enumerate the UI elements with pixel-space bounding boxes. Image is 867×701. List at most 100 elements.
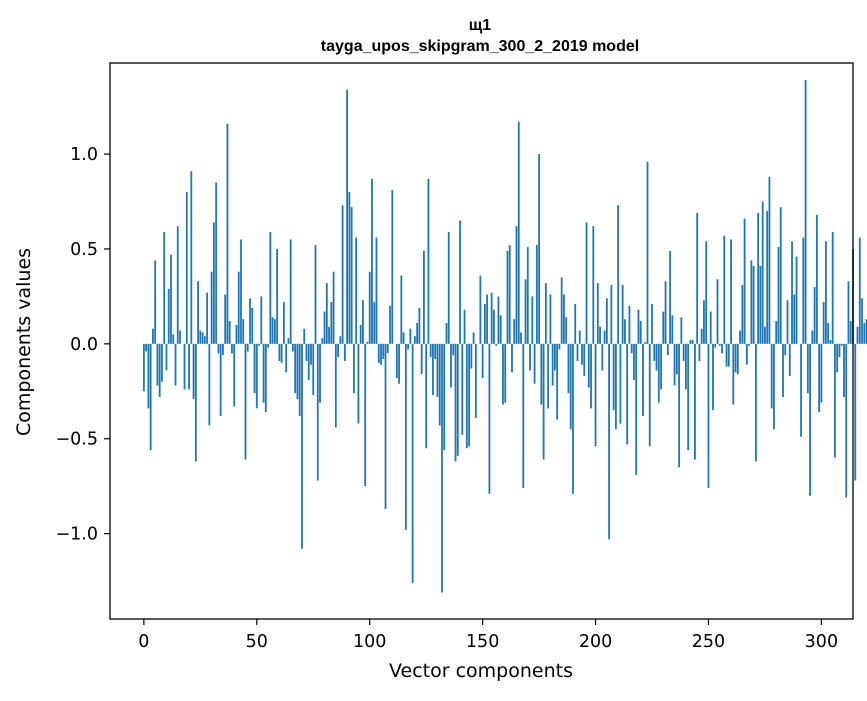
bar xyxy=(358,344,360,424)
bar xyxy=(292,344,294,352)
bar xyxy=(577,344,579,361)
bar xyxy=(202,332,204,343)
bar xyxy=(276,249,278,344)
bar xyxy=(850,321,852,344)
bar xyxy=(597,283,599,344)
bar xyxy=(222,344,224,355)
bar xyxy=(649,344,651,446)
bar xyxy=(629,306,631,344)
bar xyxy=(197,281,199,344)
bar xyxy=(339,336,341,344)
bar xyxy=(561,277,563,343)
bar xyxy=(475,344,477,418)
bar xyxy=(147,344,149,409)
bar xyxy=(355,238,357,344)
bar xyxy=(572,344,574,494)
bar xyxy=(723,236,725,344)
bar xyxy=(823,302,825,344)
bar xyxy=(536,245,538,344)
bar xyxy=(321,338,323,344)
bar xyxy=(554,344,556,371)
bar xyxy=(333,272,335,344)
bar xyxy=(233,344,235,407)
bar xyxy=(608,344,610,539)
bar xyxy=(306,344,308,361)
bar xyxy=(446,323,448,344)
bar xyxy=(647,162,649,344)
bar xyxy=(780,207,782,344)
bar xyxy=(669,251,671,344)
bar xyxy=(227,124,229,344)
bar xyxy=(599,327,601,344)
bar xyxy=(319,344,321,403)
bar xyxy=(606,298,608,344)
bar xyxy=(861,298,863,344)
bar xyxy=(791,241,793,343)
bar xyxy=(796,257,798,344)
bar xyxy=(400,276,402,344)
bar xyxy=(213,222,215,343)
bar xyxy=(389,306,391,344)
bar xyxy=(825,241,827,343)
bar xyxy=(430,344,432,357)
bar xyxy=(531,296,533,343)
bar xyxy=(434,344,436,359)
bar xyxy=(859,238,861,344)
bar xyxy=(581,344,583,365)
bar xyxy=(658,344,660,403)
y-tick-label: −0.5 xyxy=(56,430,99,450)
bar xyxy=(373,302,375,344)
bar xyxy=(159,344,161,397)
bar xyxy=(145,344,147,352)
bar xyxy=(782,344,784,397)
bar xyxy=(748,344,750,346)
bar xyxy=(601,344,603,371)
bar xyxy=(805,80,807,344)
bar xyxy=(746,344,748,365)
bar xyxy=(265,344,267,412)
bar xyxy=(154,260,156,343)
bar xyxy=(741,285,743,344)
bar xyxy=(486,295,488,344)
bars-layer xyxy=(143,80,867,592)
bar xyxy=(348,192,350,344)
bar xyxy=(297,344,299,399)
bar xyxy=(310,344,312,365)
bar xyxy=(624,319,626,344)
bar xyxy=(152,329,154,344)
bar xyxy=(493,310,495,344)
bar xyxy=(638,310,640,344)
bar xyxy=(507,251,509,344)
bar xyxy=(845,344,847,498)
bar xyxy=(534,344,536,384)
bar xyxy=(764,327,766,344)
bar xyxy=(714,344,716,348)
bar xyxy=(644,342,646,344)
bar xyxy=(382,344,384,359)
bar xyxy=(635,344,637,475)
bar xyxy=(473,332,475,343)
bar xyxy=(324,312,326,344)
bar xyxy=(583,344,585,376)
bar xyxy=(177,226,179,344)
bar xyxy=(495,344,497,346)
bar xyxy=(190,171,192,344)
bar xyxy=(204,336,206,344)
bar xyxy=(525,279,527,344)
bar xyxy=(689,340,691,344)
bar xyxy=(771,344,773,409)
bar xyxy=(802,238,804,344)
bar xyxy=(836,344,838,372)
bar xyxy=(766,211,768,344)
bar xyxy=(247,344,249,352)
bar xyxy=(409,329,411,344)
bar xyxy=(489,344,491,494)
bar xyxy=(728,344,730,367)
bar xyxy=(500,315,502,343)
x-tick-label: 300 xyxy=(805,632,838,652)
bar xyxy=(755,344,757,462)
bar xyxy=(344,344,346,361)
bar xyxy=(150,344,152,450)
